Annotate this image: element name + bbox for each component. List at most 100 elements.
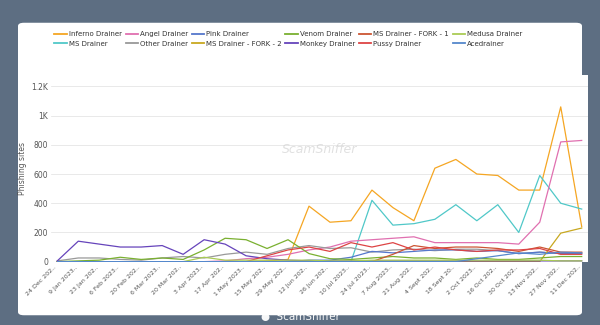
Inferno Drainer (578, 225, 586, 228)
Pussy Drainer (95, 260, 103, 264)
Inferno Drainer (53, 260, 61, 264)
Line: Inferno Drainer: Inferno Drainer (57, 107, 582, 262)
Pussy Drainer (263, 254, 271, 258)
MS Drainer (431, 217, 439, 221)
Other Drainer (389, 248, 397, 252)
Monkey Drainer (473, 259, 481, 263)
MS Drainer - FORK - 1 (515, 250, 523, 254)
Other Drainer (116, 257, 124, 261)
Angel Drainer (221, 259, 229, 263)
Medusa Drainer (179, 260, 187, 264)
Other Drainer (200, 256, 208, 260)
MS Drainer (536, 174, 544, 177)
Line: Acedrainer: Acedrainer (57, 252, 582, 262)
Venom Drainer (305, 252, 313, 255)
MS Drainer - FORK - 2 (326, 260, 334, 264)
Monkey Drainer (431, 259, 439, 263)
Medusa Drainer (536, 258, 544, 262)
MS Drainer (305, 260, 313, 264)
Angel Drainer (536, 220, 544, 224)
Pink Drainer (557, 252, 565, 255)
Pink Drainer (536, 250, 544, 254)
Venom Drainer (200, 248, 208, 252)
Inferno Drainer (536, 188, 544, 192)
Inferno Drainer (473, 172, 481, 176)
MS Drainer (263, 260, 271, 264)
MS Drainer (452, 203, 460, 207)
Inferno Drainer (326, 220, 334, 224)
Venom Drainer (326, 257, 334, 261)
Pink Drainer (74, 260, 82, 264)
Monkey Drainer (179, 253, 187, 256)
Other Drainer (347, 246, 355, 250)
Acedrainer (137, 260, 145, 264)
Medusa Drainer (389, 258, 397, 262)
Acedrainer (158, 260, 166, 264)
Other Drainer (95, 256, 103, 260)
Angel Drainer (494, 241, 502, 245)
Medusa Drainer (494, 258, 502, 262)
Venom Drainer (473, 256, 481, 260)
MS Drainer - FORK - 2 (452, 260, 460, 264)
Monkey Drainer (578, 259, 586, 263)
MS Drainer - FORK - 1 (473, 245, 481, 249)
Pink Drainer (473, 250, 481, 254)
Other Drainer (263, 253, 271, 256)
Venom Drainer (158, 256, 166, 260)
Pink Drainer (284, 260, 292, 264)
Medusa Drainer (284, 258, 292, 262)
Pink Drainer (158, 260, 166, 264)
MS Drainer - FORK - 2 (431, 260, 439, 264)
Medusa Drainer (305, 258, 313, 262)
Angel Drainer (263, 255, 271, 259)
Medusa Drainer (53, 260, 61, 264)
MS Drainer (200, 260, 208, 264)
Monkey Drainer (305, 259, 313, 263)
Angel Drainer (515, 242, 523, 246)
Other Drainer (536, 250, 544, 254)
Medusa Drainer (578, 259, 586, 263)
Angel Drainer (200, 260, 208, 264)
Pussy Drainer (536, 247, 544, 251)
Pussy Drainer (284, 248, 292, 252)
MS Drainer - FORK - 2 (515, 260, 523, 264)
Venom Drainer (263, 247, 271, 251)
Other Drainer (578, 251, 586, 255)
Venom Drainer (515, 257, 523, 261)
Pink Drainer (368, 250, 376, 254)
Pussy Drainer (578, 253, 586, 256)
Angel Drainer (557, 140, 565, 144)
Monkey Drainer (95, 242, 103, 246)
Monkey Drainer (326, 259, 334, 263)
Line: MS Drainer - FORK - 2: MS Drainer - FORK - 2 (57, 228, 582, 262)
Inferno Drainer (494, 174, 502, 177)
Angel Drainer (305, 248, 313, 252)
Inferno Drainer (263, 259, 271, 263)
Medusa Drainer (368, 258, 376, 262)
Other Drainer (473, 247, 481, 251)
Inferno Drainer (410, 219, 418, 223)
MS Drainer - FORK - 1 (158, 260, 166, 264)
Acedrainer (347, 260, 355, 264)
Venom Drainer (242, 238, 250, 242)
Pink Drainer (410, 250, 418, 254)
Acedrainer (410, 260, 418, 264)
Angel Drainer (410, 235, 418, 239)
Pink Drainer (95, 260, 103, 264)
Inferno Drainer (158, 260, 166, 264)
Pussy Drainer (221, 260, 229, 264)
Line: Angel Drainer: Angel Drainer (57, 140, 582, 262)
Pink Drainer (179, 260, 187, 264)
Other Drainer (368, 250, 376, 254)
MS Drainer (221, 260, 229, 264)
Monkey Drainer (389, 259, 397, 263)
Pussy Drainer (473, 250, 481, 254)
Venom Drainer (368, 256, 376, 260)
Pussy Drainer (200, 260, 208, 264)
MS Drainer - FORK - 1 (53, 260, 61, 264)
MS Drainer - FORK - 2 (74, 260, 82, 264)
Pussy Drainer (242, 260, 250, 264)
MS Drainer - FORK - 2 (305, 260, 313, 264)
Acedrainer (53, 260, 61, 264)
Monkey Drainer (368, 259, 376, 263)
